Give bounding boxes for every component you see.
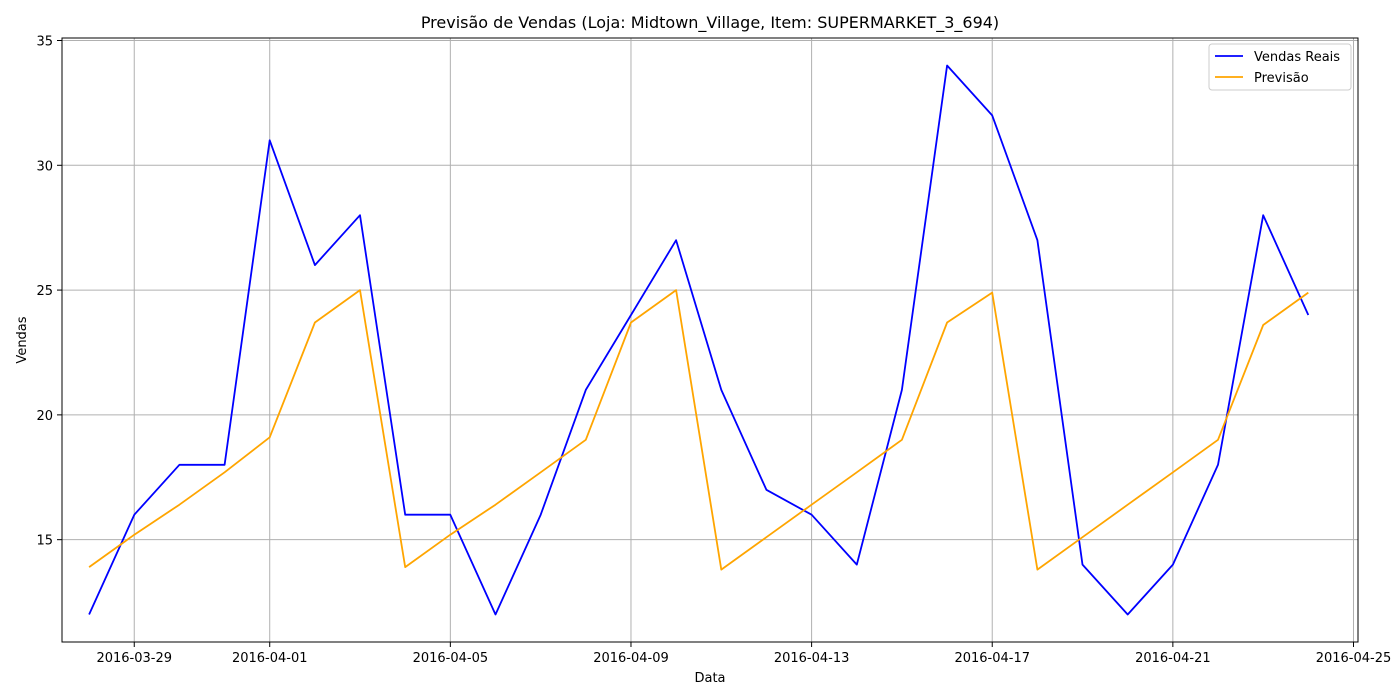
y-axis: 15 20 25 30 35: [36, 34, 62, 549]
chart-title: Previsão de Vendas (Loja: Midtown_Villag…: [421, 13, 999, 33]
x-axis-title: Data: [694, 671, 725, 686]
x-tick-label: 2016-04-21: [1135, 651, 1211, 666]
x-tick-label: 2016-04-25: [1316, 651, 1392, 666]
x-tick-label: 2016-04-05: [413, 651, 489, 666]
y-tick-label: 20: [36, 409, 53, 424]
y-axis-title: Vendas: [15, 316, 30, 363]
x-tick-label: 2016-04-09: [593, 651, 669, 666]
y-tick-label: 25: [36, 284, 53, 299]
x-tick-label: 2016-04-13: [774, 651, 850, 666]
plot-area-background: [62, 38, 1358, 642]
legend-label: Previsão: [1254, 71, 1309, 86]
y-tick-label: 30: [36, 159, 53, 174]
legend-label: Vendas Reais: [1254, 50, 1340, 65]
series-layer: [88, 64, 1310, 616]
y-tick-label: 15: [36, 534, 53, 549]
plot-frame: [61, 37, 1359, 643]
series-line-0: [88, 64, 1310, 616]
x-tick-label: 2016-04-17: [954, 651, 1030, 666]
y-tick-label: 35: [36, 34, 53, 49]
legend: Vendas Reais Previsão: [1208, 43, 1352, 91]
legend-box: [1208, 43, 1352, 91]
series-line-1: [88, 289, 1309, 571]
x-tick-label: 2016-04-01: [232, 651, 308, 666]
x-tick-label: 2016-03-29: [96, 651, 172, 666]
x-axis: 2016-03-29 2016-04-01 2016-04-05 2016-04-09…: [96, 642, 1391, 666]
